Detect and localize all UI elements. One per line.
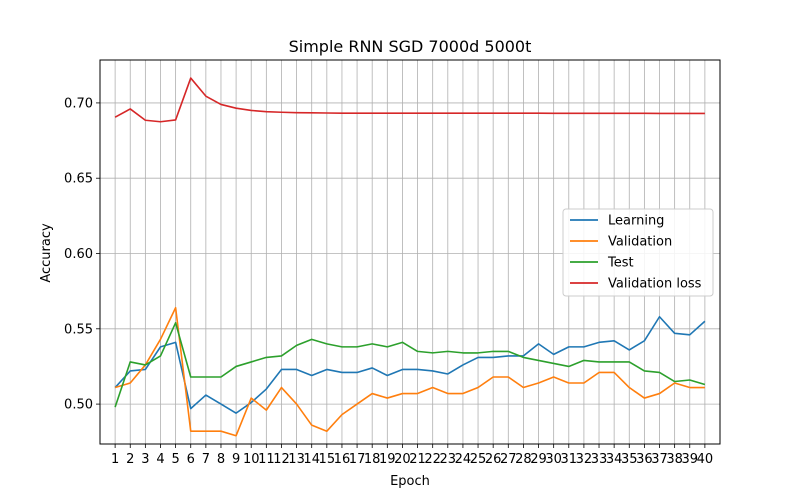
series-line-validation <box>114 306 705 437</box>
y-tick-label: 0.50 <box>64 398 93 413</box>
y-tick-label: 0.55 <box>64 322 93 337</box>
x-tick-label: 12 <box>273 452 290 467</box>
x-tick-label: 14 <box>303 452 320 467</box>
y-tick-label: 0.65 <box>64 172 93 187</box>
x-tick-label: 32 <box>576 452 593 467</box>
x-tick-label: 40 <box>697 452 714 467</box>
x-tick-label: 31 <box>561 452 578 467</box>
x-tick-label: 19 <box>379 452 396 467</box>
x-tick-label: 7 <box>202 452 210 467</box>
x-tick-label: 26 <box>485 452 502 467</box>
series-line-learning <box>114 315 706 414</box>
x-tick-label: 8 <box>217 452 225 467</box>
series-lines <box>114 77 706 437</box>
x-tick-label: 34 <box>606 452 623 467</box>
x-tick-label: 38 <box>666 452 683 467</box>
y-tick-label: 0.60 <box>64 247 93 262</box>
legend-label-validation: Validation <box>608 235 672 250</box>
x-tick-label: 2 <box>126 452 134 467</box>
x-tick-label: 1 <box>111 452 119 467</box>
x-tick-label: 4 <box>156 452 164 467</box>
x-tick-label: 13 <box>288 452 305 467</box>
legend-label-learning: Learning <box>608 214 664 229</box>
x-tick-label: 5 <box>171 452 179 467</box>
x-tick-label: 30 <box>545 452 562 467</box>
legend: Learning Validation Test Validation loss <box>562 208 714 297</box>
x-axis-label: Epoch <box>390 474 430 489</box>
x-tick-label: 25 <box>470 452 487 467</box>
series-line-validation-loss <box>114 77 705 123</box>
x-tick-label: 22 <box>424 452 441 467</box>
x-tick-label: 9 <box>232 452 240 467</box>
x-tick-label: 11 <box>258 452 275 467</box>
x-tick-label: 20 <box>394 452 411 467</box>
x-tick-label: 6 <box>187 452 195 467</box>
x-tick-label: 24 <box>455 452 472 467</box>
x-tick-label: 21 <box>409 452 426 467</box>
x-tick-label: 39 <box>681 452 698 467</box>
legend-label-validation-loss: Validation loss <box>608 277 702 292</box>
chart-title: Simple RNN SGD 7000d 5000t <box>289 37 532 56</box>
x-tick-label: 18 <box>364 452 381 467</box>
axis-ticks: 1 2 3 4 5 6 7 8 9 1011121314151617181920212223242… <box>64 96 713 467</box>
series-line-test <box>114 321 706 408</box>
x-tick-label: 37 <box>651 452 668 467</box>
x-tick-label: 10 <box>243 452 260 467</box>
x-tick-label: 16 <box>334 452 351 467</box>
plot-frame <box>99 59 721 445</box>
x-tick-label: 3 <box>141 452 149 467</box>
x-tick-label: 33 <box>591 452 608 467</box>
x-tick-label: 29 <box>530 452 547 467</box>
x-tick-label: 35 <box>621 452 638 467</box>
x-tick-label: 28 <box>515 452 532 467</box>
y-axis-label: Accuracy <box>39 223 54 283</box>
legend-label-test: Test <box>607 256 634 271</box>
y-tick-label: 0.70 <box>64 96 93 111</box>
x-tick-label: 36 <box>636 452 653 467</box>
x-tick-label: 27 <box>500 452 517 467</box>
x-tick-label: 15 <box>319 452 336 467</box>
x-tick-label: 17 <box>349 452 366 467</box>
x-tick-label: 23 <box>440 452 457 467</box>
legend-box <box>562 208 714 297</box>
